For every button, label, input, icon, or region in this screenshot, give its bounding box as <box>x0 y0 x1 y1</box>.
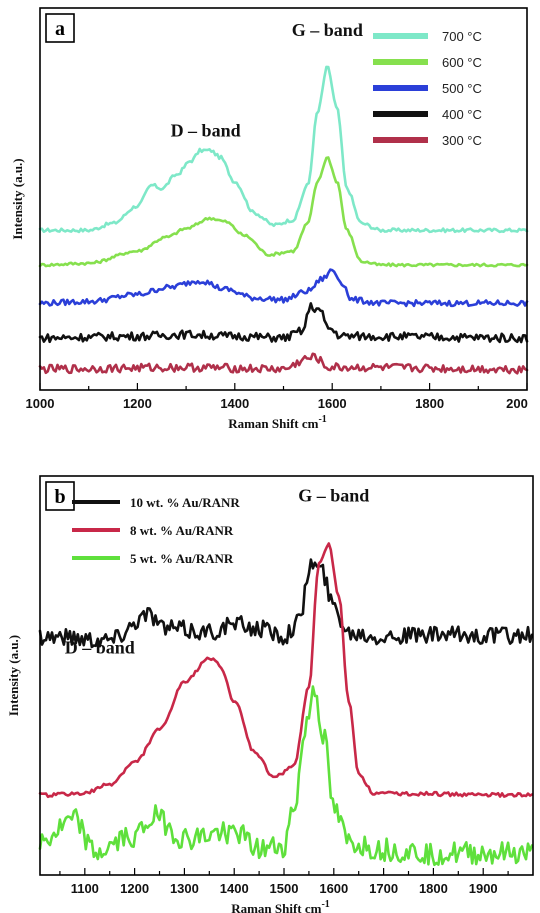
legend-label: 500 °C <box>442 81 482 96</box>
series-line-0 <box>38 558 534 649</box>
legend-label: 8 wt. % Au/RANR <box>130 523 234 538</box>
x-tick-label: 1100 <box>71 881 99 896</box>
x-tick-label: 200 <box>506 396 528 411</box>
series-line-1 <box>38 542 534 799</box>
x-tick-label: 1800 <box>415 396 444 411</box>
legend-label: 400 °C <box>442 107 482 122</box>
x-axis-title: Raman Shift cm-1 <box>228 414 327 431</box>
x-tick-label: 1200 <box>120 881 149 896</box>
y-axis-title: Intensity (a.u.) <box>10 158 25 239</box>
legend-label: 5 wt. % Au/RANR <box>130 551 234 566</box>
d-band-label: D – band <box>65 638 135 658</box>
x-tick-label: 1200 <box>123 396 152 411</box>
g-band-label: G – band <box>298 485 369 505</box>
x-tick-label: 1000 <box>26 396 55 411</box>
legend-label: 700 °C <box>442 29 482 44</box>
x-axis-title-sup: -1 <box>318 414 326 425</box>
x-tick-label: 1600 <box>319 881 348 896</box>
panel-b: 1100 1200 1300 1400 1500 1600 1700 1800 1900 Rama… <box>6 475 534 913</box>
x-tick-label: 1900 <box>469 881 498 896</box>
x-tick-label: 1400 <box>220 396 249 411</box>
panel-label: b <box>54 486 65 508</box>
x-tick-label: 1500 <box>270 881 299 896</box>
x-tick-label: 1800 <box>419 881 448 896</box>
series-line-2 <box>38 685 534 867</box>
d-band-label: D – band <box>171 120 241 140</box>
legend-label: 10 wt. % Au/RANR <box>130 495 240 510</box>
plot-frame <box>39 475 534 876</box>
series-line-4 <box>38 352 529 375</box>
g-band-label: G – band <box>292 20 363 40</box>
legend-label: 600 °C <box>442 55 482 70</box>
panel-label-box <box>45 481 75 511</box>
x-tick-label: 1600 <box>318 396 347 411</box>
x-tick-label: 1300 <box>170 881 199 896</box>
x-axis-title-sup: -1 <box>321 899 329 910</box>
y-axis-title: Intensity (a.u.) <box>6 635 21 716</box>
panel-label: a <box>55 18 65 40</box>
series-line-0 <box>38 65 529 234</box>
x-tick-label: 1700 <box>369 881 398 896</box>
series-line-3 <box>38 302 529 344</box>
x-tick-label: 1400 <box>220 881 249 896</box>
x-axis-title: Raman Shift cm-1 <box>231 899 330 913</box>
series-line-1 <box>38 156 529 268</box>
panel-label-box <box>45 13 75 43</box>
series-line-2 <box>38 268 529 308</box>
legend-label: 300 °C <box>442 133 482 148</box>
panel-a: 1000 1200 1400 1600 1800 200 Raman Shift cm-1 I… <box>10 7 529 431</box>
